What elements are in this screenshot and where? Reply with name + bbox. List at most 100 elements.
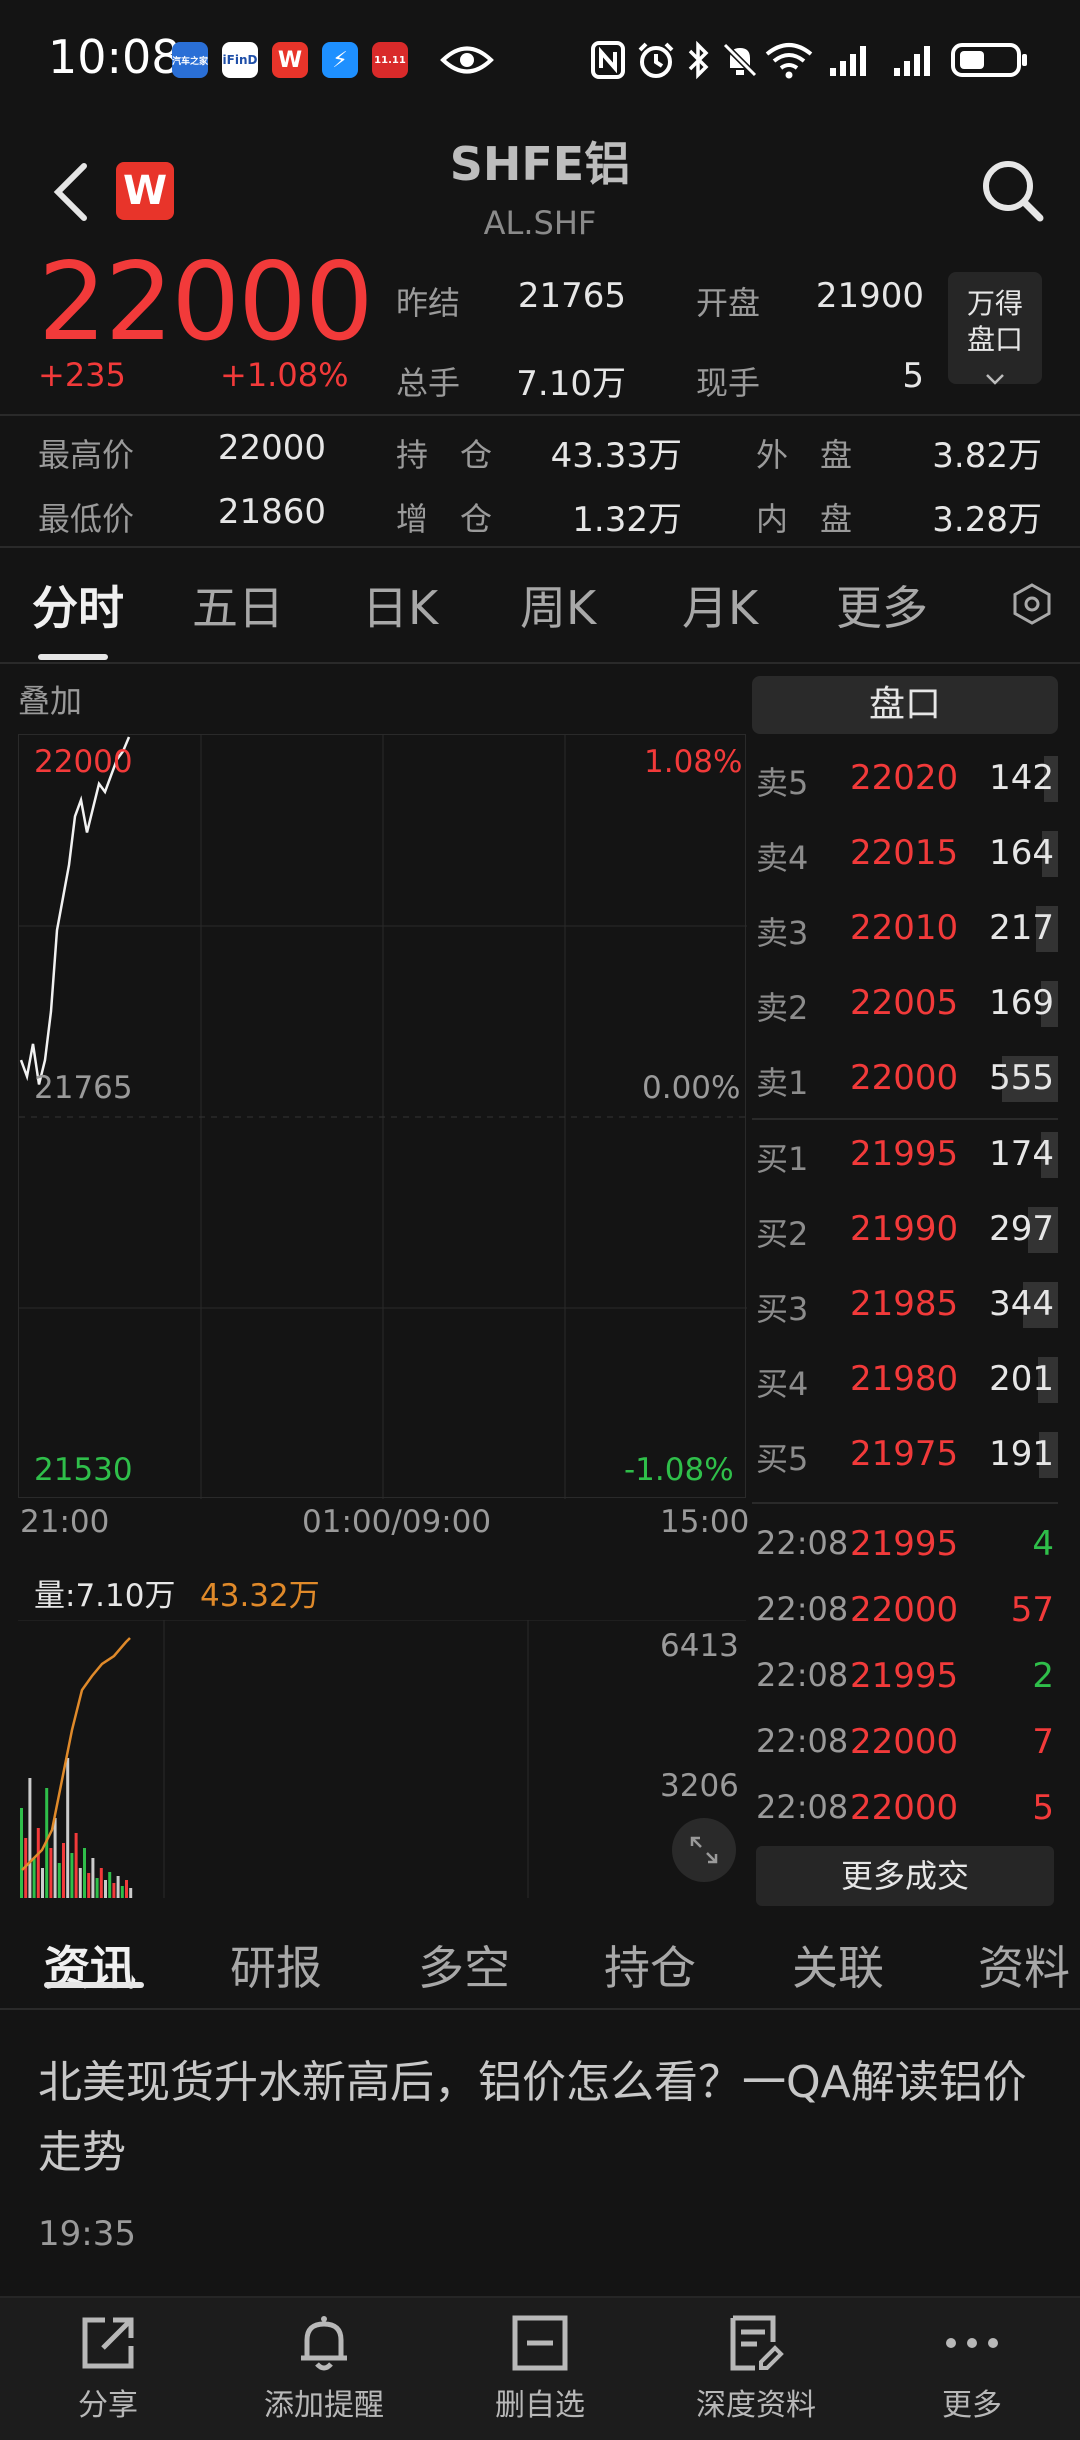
bid-volume: 201 <box>989 1359 1054 1399</box>
ask-row-5: 卖5 22020 142 <box>752 746 1058 816</box>
bid-label: 买4 <box>756 1365 809 1403</box>
depth-bar <box>1039 1432 1058 1478</box>
bid-volume: 297 <box>989 1209 1054 1249</box>
remove-watchlist-button[interactable]: 删自选 <box>440 2312 640 2432</box>
bid-label: 买3 <box>756 1290 809 1328</box>
news-headline[interactable]: 北美现货升水新高后，铝价怎么看？一QA解读铝价走势 <box>38 2057 1027 2178</box>
page-subtitle: AL.SHF <box>483 204 597 242</box>
last-price: 22000 <box>38 240 374 365</box>
tab-more[interactable]: 更多 <box>836 581 928 635</box>
volume-chart[interactable] <box>18 1619 746 1898</box>
current-hand-label: 现手 <box>696 364 761 402</box>
share-button[interactable]: 分享 <box>8 2312 208 2432</box>
tab-profile[interactable]: 资料 <box>978 1941 1070 1995</box>
tab-intraday[interactable]: 分时 <box>32 581 124 635</box>
alarm-icon <box>636 36 676 84</box>
trade-volume: 7 <box>1032 1722 1054 1762</box>
bell-icon <box>301 2316 347 2371</box>
tab-weekly-k[interactable]: 周K <box>520 581 597 635</box>
axis-pct-top: 1.08% <box>644 744 743 780</box>
open-interest-line <box>21 1637 131 1871</box>
ask-volume: 217 <box>989 908 1054 948</box>
tab-positions[interactable]: 持仓 <box>604 1941 696 1995</box>
tab-news[interactable]: 资讯 <box>44 1941 136 1995</box>
ask-price: 22015 <box>850 833 959 873</box>
tab-daily-k[interactable]: 日K <box>362 581 439 635</box>
volume-bar <box>116 1876 120 1898</box>
trade-row: 22:08 21995 2 <box>752 1646 1058 1710</box>
axis-time-start: 21:00 <box>20 1504 110 1540</box>
deep-data-button[interactable]: 深度资料 <box>656 2312 856 2432</box>
volume-label: 总手 <box>396 364 461 402</box>
volume-bar <box>112 1883 116 1898</box>
volume-bar <box>53 1818 57 1898</box>
ask-price: 22005 <box>850 983 959 1023</box>
tab-monthly-k[interactable]: 月K <box>682 581 759 635</box>
trade-row: 22:08 22000 57 <box>752 1580 1058 1644</box>
tab-long-short[interactable]: 多空 <box>418 1941 510 1995</box>
ask-price: 22020 <box>850 758 959 798</box>
volume-bar <box>62 1843 65 1898</box>
more-dots-icon <box>946 2338 998 2348</box>
trade-volume: 4 <box>1032 1524 1054 1564</box>
trade-time: 22:08 <box>756 1722 849 1760</box>
outer-value: 3.82万 <box>932 436 1042 476</box>
volume-bar <box>120 1886 124 1898</box>
depth-bar <box>1042 831 1058 877</box>
prev-settle-value: 21765 <box>517 276 626 316</box>
divider <box>752 1118 1058 1120</box>
overlay-button[interactable]: 叠加 <box>18 682 83 720</box>
volume-bar <box>28 1778 32 1898</box>
intraday-chart[interactable] <box>18 734 747 1499</box>
trade-price: 21995 <box>850 1656 959 1696</box>
axis-price-bottom: 21530 <box>34 1452 133 1488</box>
add-alert-button[interactable]: 添加提醒 <box>224 2312 424 2432</box>
more-button[interactable]: 更多 <box>872 2312 1072 2432</box>
bid-price: 21975 <box>850 1434 959 1474</box>
volume-bar <box>74 1833 78 1898</box>
volume-bar <box>87 1873 91 1898</box>
volume-bar <box>83 1848 86 1898</box>
volume-bar <box>108 1872 112 1898</box>
remove-square-icon <box>512 2315 568 2371</box>
chart-settings-button[interactable] <box>1010 582 1054 630</box>
depth-bar <box>1044 756 1058 802</box>
more-trades-button[interactable]: 更多成交 <box>756 1846 1054 1906</box>
back-button[interactable] <box>50 160 94 224</box>
bid-volume: 174 <box>989 1134 1054 1174</box>
volume-bar <box>57 1863 61 1898</box>
fullscreen-button[interactable] <box>672 1818 736 1882</box>
search-icon <box>983 161 1044 222</box>
search-button[interactable] <box>978 156 1048 226</box>
trade-row: 22:08 22000 7 <box>752 1712 1058 1776</box>
price-chart-svg <box>19 735 747 1499</box>
change-absolute: +235 <box>38 356 126 394</box>
eye-icon <box>440 36 494 84</box>
trade-time: 22:08 <box>756 1590 849 1628</box>
ask-row-4: 卖4 22015 164 <box>752 821 1058 891</box>
bid-volume: 344 <box>989 1284 1054 1324</box>
ask-label: 卖1 <box>756 1064 809 1102</box>
autohome-app-icon: 汽车之家 <box>172 42 208 78</box>
wind-logo[interactable]: W <box>116 162 174 220</box>
trade-time: 22:08 <box>756 1524 849 1562</box>
active-tab-indicator <box>44 1982 144 1988</box>
volume-bar <box>125 1880 128 1898</box>
bid-row-1: 买1 21995 174 <box>752 1122 1058 1192</box>
open-value: 21900 <box>815 276 924 316</box>
wind-pankou-button[interactable]: 万得 盘口 <box>948 272 1042 385</box>
bid-row-3: 买3 21985 344 <box>752 1272 1058 1342</box>
inner-value: 3.28万 <box>932 500 1042 540</box>
bid-row-5: 买5 21975 191 <box>752 1422 1058 1492</box>
axis-price-top: 22000 <box>34 744 133 780</box>
orderbook-header[interactable]: 盘口 <box>752 676 1058 734</box>
tab-research[interactable]: 研报 <box>230 1941 322 1995</box>
tab-related[interactable]: 关联 <box>792 1941 884 1995</box>
tab-five-day[interactable]: 五日 <box>192 581 284 635</box>
news-time: 19:35 <box>38 2214 136 2254</box>
ask-row-2: 卖2 22005 169 <box>752 971 1058 1041</box>
chevron-down-icon <box>986 374 1004 385</box>
volume-axis-top: 6413 <box>660 1628 739 1664</box>
wifi-icon <box>764 36 814 84</box>
ifind-app-icon: iFinD <box>222 42 258 78</box>
